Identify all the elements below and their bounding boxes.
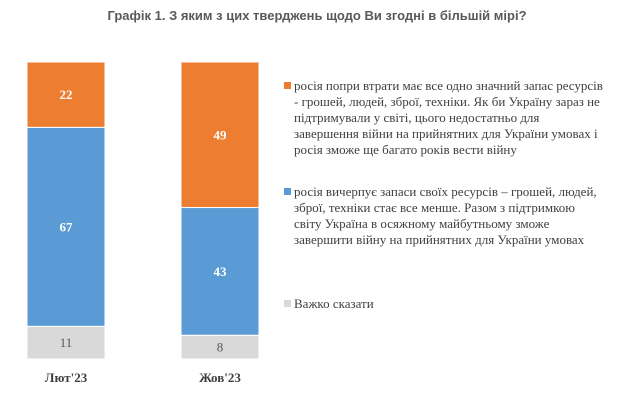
data-label: 67: [60, 219, 74, 234]
data-label: 8: [217, 340, 224, 355]
bar-segment: [26, 126, 106, 327]
legend-swatch-orange: [284, 82, 291, 89]
legend-swatch-gray: [284, 300, 291, 307]
legend-item-hard-to-say: Важко сказати: [284, 296, 604, 312]
bar-segment: [26, 325, 106, 360]
legend-item-resources-depleting: росія вичерпує запаси своїх ресурсів – г…: [284, 184, 604, 248]
bar-segment: [180, 207, 260, 336]
legend-label: росія попри втрати має все одно значний …: [294, 78, 603, 157]
legend-swatch-blue: [284, 188, 291, 195]
category-label: Жов'23: [199, 370, 241, 385]
category-label: Лют'23: [45, 370, 88, 385]
data-label: 11: [60, 335, 73, 350]
chart-title: Графік 1. З яким з цих тверджень щодо Ви…: [107, 8, 527, 23]
bar-segment: [26, 61, 106, 128]
data-label: 43: [214, 264, 228, 279]
bar-segment: [180, 61, 260, 209]
data-label: 49: [214, 127, 228, 142]
legend-item-resources-remain: росія попри втрати має все одно значний …: [284, 78, 604, 158]
legend-label: росія вичерпує запаси своїх ресурсів – г…: [294, 184, 597, 247]
legend-label: Важко сказати: [294, 296, 374, 311]
data-label: 22: [60, 87, 73, 102]
